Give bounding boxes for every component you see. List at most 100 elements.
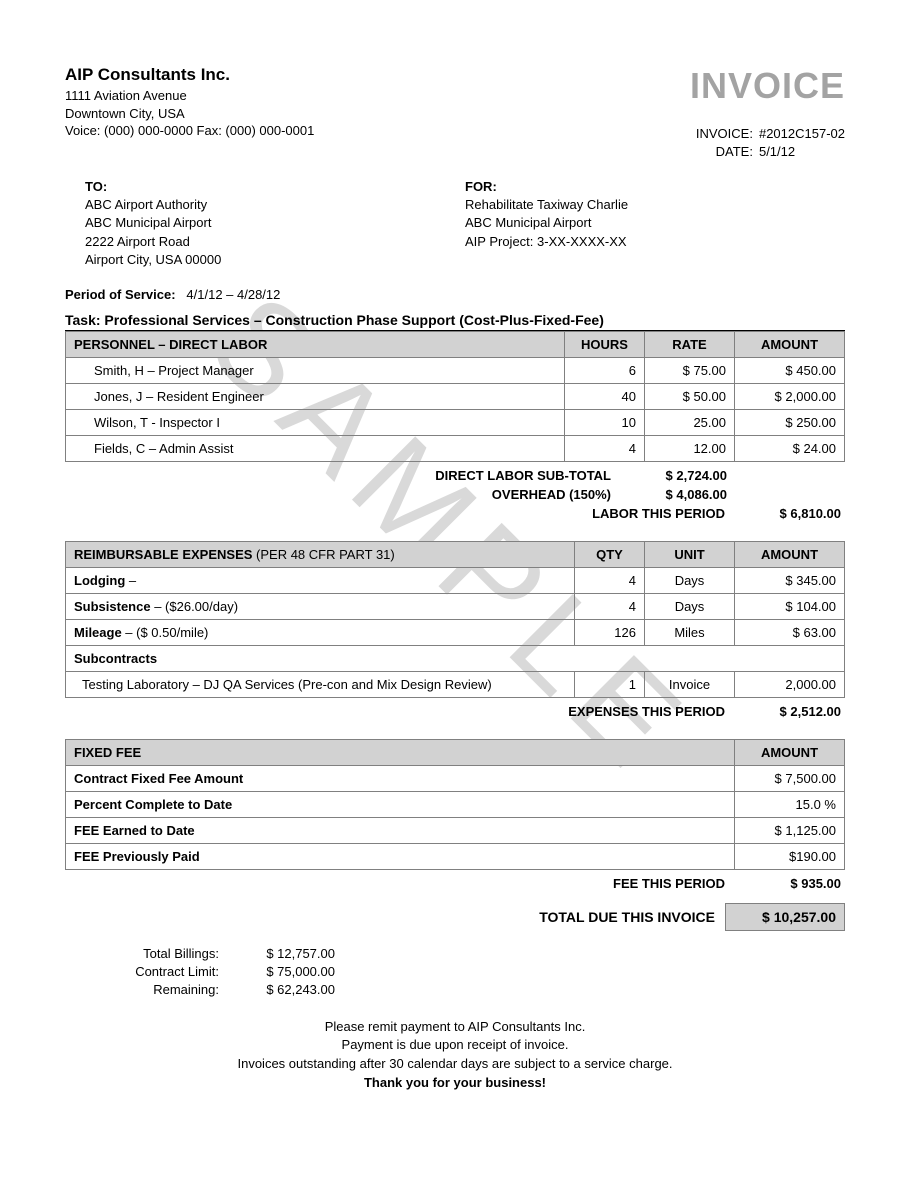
billings-value: $ 62,243.00 (225, 981, 335, 999)
for-line: Rehabilitate Taxiway Charlie (465, 196, 845, 214)
for-line: AIP Project: 3-XX-XXXX-XX (465, 233, 845, 251)
fee-desc: Contract Fixed Fee Amount (66, 766, 735, 792)
labor-amount: $ 24.00 (735, 436, 845, 462)
expenses-subtotals: EXPENSES THIS PERIOD $ 2,512.00 (65, 702, 845, 721)
labor-header-row: PERSONNEL – DIRECT LABOR HOURS RATE AMOU… (66, 332, 845, 358)
billings-value: $ 75,000.00 (225, 963, 335, 981)
labor-subtotals: DIRECT LABOR SUB-TOTAL $ 2,724.00 OVERHE… (65, 466, 845, 523)
fee-desc: FEE Previously Paid (66, 844, 735, 870)
expense-desc: Subsistence – ($26.00/day) (66, 594, 575, 620)
expenses-header-row: REIMBURSABLE EXPENSES (PER 48 CFR PART 3… (66, 542, 845, 568)
labor-hours: 4 (565, 436, 645, 462)
labor-desc: Fields, C – Admin Assist (66, 436, 565, 462)
for-label: FOR: (465, 178, 845, 196)
labor-rate: $ 75.00 (645, 358, 735, 384)
company-block: AIP Consultants Inc. 1111 Aviation Avenu… (65, 65, 314, 140)
expenses-header-qty: QTY (575, 542, 645, 568)
for-line: ABC Municipal Airport (465, 214, 845, 232)
footer-thanks: Thank you for your business! (65, 1074, 845, 1093)
footer-line: Payment is due upon receipt of invoice. (65, 1036, 845, 1055)
parties-block: TO: ABC Airport Authority ABC Municipal … (65, 178, 845, 269)
fee-table: FIXED FEE AMOUNT Contract Fixed Fee Amou… (65, 739, 845, 870)
task-heading: Task: Professional Services – Constructi… (65, 312, 845, 331)
labor-header-amount: AMOUNT (735, 332, 845, 358)
invoice-meta: INVOICE:#2012C157-02 DATE:5/1/12 (689, 125, 845, 160)
billings-summary: Total Billings: Contract Limit: Remainin… (65, 945, 845, 1000)
invoice-footer: Please remit payment to AIP Consultants … (65, 1018, 845, 1093)
expenses-period-total: $ 2,512.00 (735, 704, 845, 719)
fee-amount: $ 1,125.00 (735, 818, 845, 844)
labor-rate: 12.00 (645, 436, 735, 462)
to-line: Airport City, USA 00000 (85, 251, 465, 269)
expenses-header-main: REIMBURSABLE EXPENSES (PER 48 CFR PART 3… (66, 542, 575, 568)
labor-subtotal: $ 2,724.00 (621, 468, 731, 483)
expense-qty: 126 (575, 620, 645, 646)
expense-amount: $ 345.00 (735, 568, 845, 594)
expense-subcontract-item: Testing Laboratory – DJ QA Services (Pre… (66, 672, 845, 698)
labor-subtotal-label: DIRECT LABOR SUB-TOTAL (65, 468, 621, 483)
to-block: TO: ABC Airport Authority ABC Municipal … (65, 178, 465, 269)
expense-unit: Days (645, 594, 735, 620)
company-name: AIP Consultants Inc. (65, 65, 314, 85)
invoice-date-label: DATE: (689, 143, 759, 161)
subcontract-qty: 1 (575, 672, 645, 698)
expense-row: Mileage – ($ 0.50/mile) 126 Miles $ 63.0… (66, 620, 845, 646)
company-addr-line1: 1111 Aviation Avenue (65, 87, 314, 105)
expense-desc: Mileage – ($ 0.50/mile) (66, 620, 575, 646)
labor-desc: Jones, J – Resident Engineer (66, 384, 565, 410)
grand-total-row: TOTAL DUE THIS INVOICE $ 10,257.00 (65, 903, 845, 931)
company-addr-line2: Downtown City, USA (65, 105, 314, 123)
expense-amount: $ 104.00 (735, 594, 845, 620)
fee-amount: $ 7,500.00 (735, 766, 845, 792)
fee-desc: FEE Earned to Date (66, 818, 735, 844)
labor-period-total: $ 6,810.00 (735, 506, 845, 521)
invoice-number-label: INVOICE: (689, 125, 759, 143)
expenses-table: REIMBURSABLE EXPENSES (PER 48 CFR PART 3… (65, 541, 845, 698)
labor-hours: 10 (565, 410, 645, 436)
fee-amount: $190.00 (735, 844, 845, 870)
to-line: ABC Airport Authority (85, 196, 465, 214)
fee-subtotals: FEE THIS PERIOD $ 935.00 (65, 874, 845, 893)
expense-qty: 4 (575, 568, 645, 594)
company-address: 1111 Aviation Avenue Downtown City, USA … (65, 87, 314, 140)
subcontract-unit: Invoice (645, 672, 735, 698)
billings-label: Remaining: (65, 981, 219, 999)
labor-header-personnel: PERSONNEL – DIRECT LABOR (66, 332, 565, 358)
subcontract-amount: 2,000.00 (735, 672, 845, 698)
expense-row: Subsistence – ($26.00/day) 4 Days $ 104.… (66, 594, 845, 620)
invoice-title: INVOICE (689, 65, 845, 107)
company-phone: Voice: (000) 000-0000 Fax: (000) 000-000… (65, 122, 314, 140)
fee-header-amount: AMOUNT (735, 740, 845, 766)
fee-header-label: FIXED FEE (66, 740, 735, 766)
labor-row: Fields, C – Admin Assist 4 12.00 $ 24.00 (66, 436, 845, 462)
fee-row: FEE Previously Paid $190.00 (66, 844, 845, 870)
to-label: TO: (85, 178, 465, 196)
fee-row: FEE Earned to Date $ 1,125.00 (66, 818, 845, 844)
labor-row: Smith, H – Project Manager 6 $ 75.00 $ 4… (66, 358, 845, 384)
labor-rate: $ 50.00 (645, 384, 735, 410)
labor-desc: Smith, H – Project Manager (66, 358, 565, 384)
invoice-header: AIP Consultants Inc. 1111 Aviation Avenu… (65, 65, 845, 160)
expense-subcontracts-row: Subcontracts (66, 646, 845, 672)
grand-total-label: TOTAL DUE THIS INVOICE (65, 909, 725, 925)
to-line: ABC Municipal Airport (85, 214, 465, 232)
labor-row: Wilson, T - Inspector I 10 25.00 $ 250.0… (66, 410, 845, 436)
expense-desc: Lodging – (66, 568, 575, 594)
subcontract-desc: Testing Laboratory – DJ QA Services (Pre… (66, 672, 575, 698)
billings-label: Total Billings: (65, 945, 219, 963)
period-of-service: Period of Service: 4/1/12 – 4/28/12 (65, 287, 845, 302)
period-value-text: 4/1/12 – 4/28/12 (186, 287, 280, 302)
grand-total-value: $ 10,257.00 (725, 903, 845, 931)
expenses-period-label: EXPENSES THIS PERIOD (65, 704, 735, 719)
labor-hours: 6 (565, 358, 645, 384)
labor-overhead-label: OVERHEAD (150%) (65, 487, 621, 502)
expenses-header-unit: UNIT (645, 542, 735, 568)
expense-unit: Miles (645, 620, 735, 646)
subcontracts-label: Subcontracts (66, 646, 575, 672)
expense-unit: Days (645, 568, 735, 594)
for-block: FOR: Rehabilitate Taxiway Charlie ABC Mu… (465, 178, 845, 269)
billings-label: Contract Limit: (65, 963, 219, 981)
fee-header-row: FIXED FEE AMOUNT (66, 740, 845, 766)
labor-overhead: $ 4,086.00 (621, 487, 731, 502)
labor-desc: Wilson, T - Inspector I (66, 410, 565, 436)
